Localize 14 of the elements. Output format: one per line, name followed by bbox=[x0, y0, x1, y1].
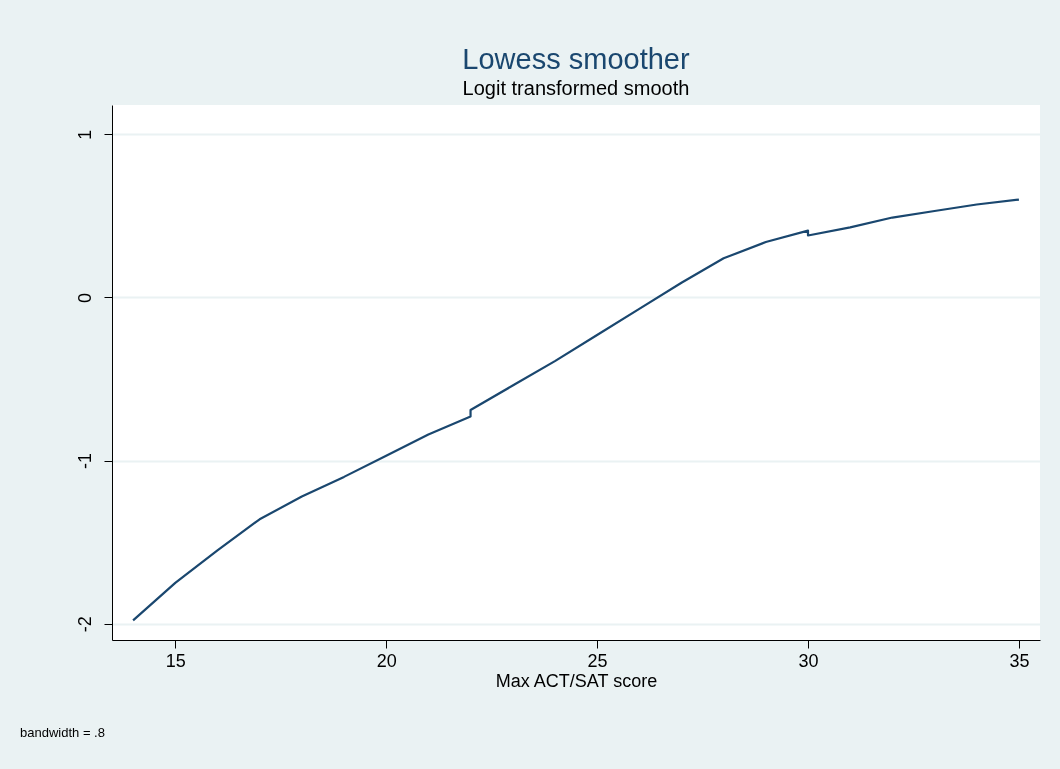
x-tick-label: 25 bbox=[587, 650, 608, 671]
y-tick-label: 1 bbox=[74, 129, 95, 140]
y-tick-label: -2 bbox=[74, 616, 95, 633]
x-axis-title: Max ACT/SAT score bbox=[495, 670, 658, 691]
y-tick-label: -1 bbox=[74, 453, 95, 470]
chart-subtitle: Logit transformed smooth bbox=[462, 77, 690, 99]
y-tick-label: 0 bbox=[74, 292, 95, 303]
text: bandwidth = .8 bbox=[20, 725, 105, 740]
x-tick-label: 20 bbox=[376, 650, 397, 671]
x-tick-label: 15 bbox=[165, 650, 186, 671]
chart-title: Lowess smoother bbox=[462, 43, 690, 75]
x-tick-label: 30 bbox=[798, 650, 819, 671]
line-series bbox=[131, 198, 1021, 622]
x-tick-label: 35 bbox=[1009, 650, 1030, 671]
